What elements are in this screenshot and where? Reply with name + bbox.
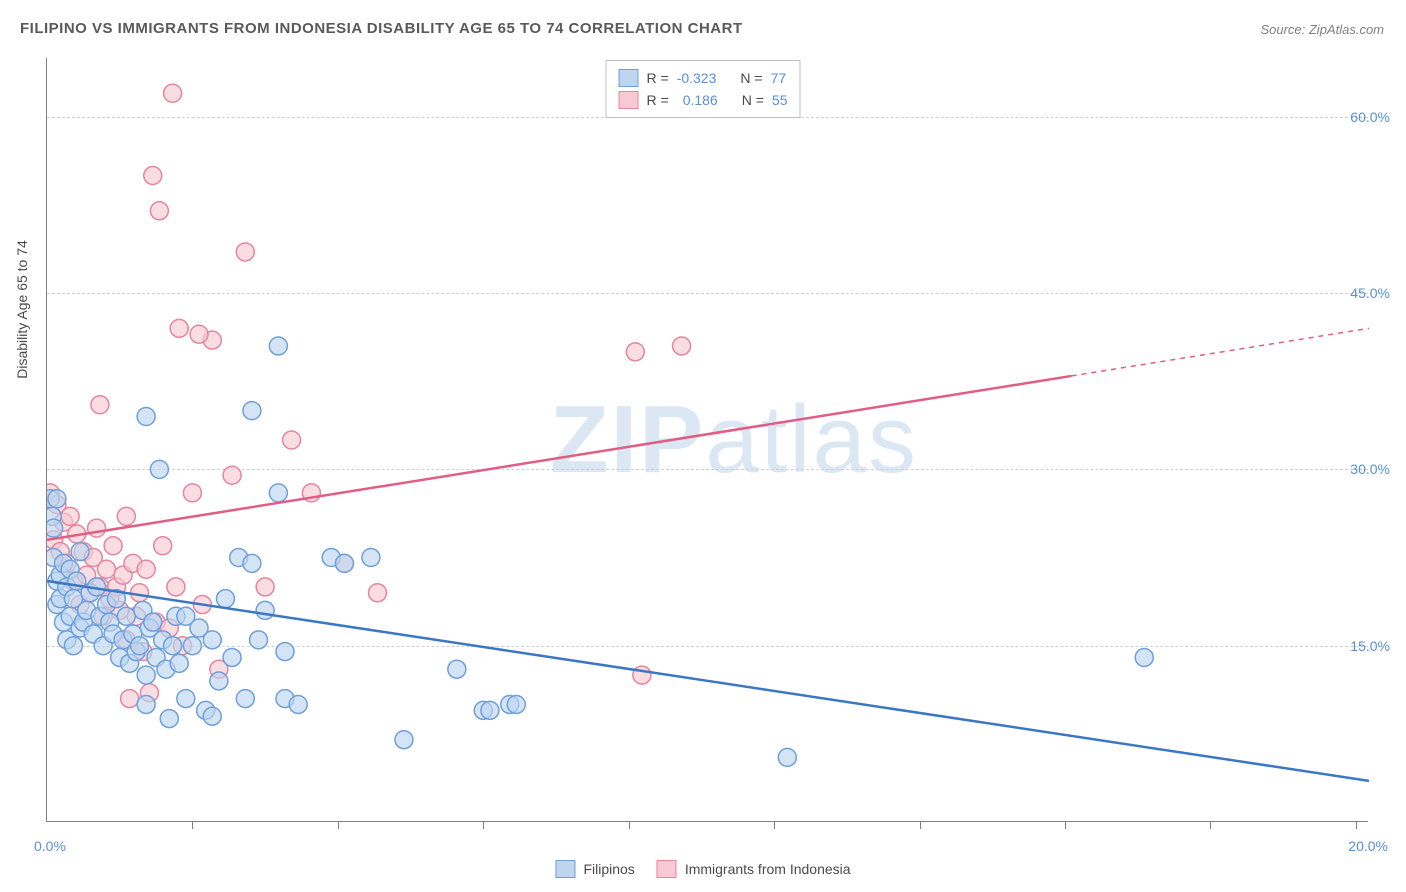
chart-container: FILIPINO VS IMMIGRANTS FROM INDONESIA DI… <box>0 0 1406 892</box>
legend-n-label-2: N = <box>742 92 764 108</box>
legend-correlation-box: R = -0.323 N = 77 R = 0.186 N = 55 <box>606 60 801 118</box>
x-tick <box>338 821 339 829</box>
legend-label-indonesia: Immigrants from Indonesia <box>685 861 851 877</box>
legend-r-value-2: 0.186 <box>677 92 718 108</box>
legend-item-filipinos: Filipinos <box>555 860 634 878</box>
x-tick <box>192 821 193 829</box>
legend-n-value-2: 55 <box>772 92 788 108</box>
legend-swatch-indonesia-bottom <box>657 860 677 878</box>
legend-row-filipinos: R = -0.323 N = 77 <box>619 67 788 89</box>
x-origin-label: 0.0% <box>34 838 66 854</box>
legend-r-value-1: -0.323 <box>677 70 717 86</box>
legend-series: Filipinos Immigrants from Indonesia <box>555 860 850 878</box>
legend-r-label-1: R = <box>647 70 669 86</box>
plot-area: ZIPatlas <box>46 58 1368 822</box>
source-attribution: Source: ZipAtlas.com <box>1260 22 1384 37</box>
x-tick <box>1065 821 1066 829</box>
x-tick <box>774 821 775 829</box>
x-tick <box>1210 821 1211 829</box>
legend-swatch-filipinos-bottom <box>555 860 575 878</box>
y-axis-label: Disability Age 65 to 74 <box>14 240 30 379</box>
plot-svg <box>47 58 1369 822</box>
x-tick <box>483 821 484 829</box>
x-tick <box>920 821 921 829</box>
legend-row-indonesia: R = 0.186 N = 55 <box>619 89 788 111</box>
legend-n-label-1: N = <box>740 70 762 86</box>
legend-label-filipinos: Filipinos <box>583 861 634 877</box>
legend-swatch-filipinos <box>619 69 639 87</box>
chart-title: FILIPINO VS IMMIGRANTS FROM INDONESIA DI… <box>20 20 743 37</box>
x-tick <box>629 821 630 829</box>
legend-n-value-1: 77 <box>771 70 787 86</box>
legend-r-label-2: R = <box>647 92 669 108</box>
legend-item-indonesia: Immigrants from Indonesia <box>657 860 851 878</box>
x-tick <box>1356 821 1357 829</box>
legend-swatch-indonesia <box>619 91 639 109</box>
x-end-label: 20.0% <box>1348 838 1388 854</box>
